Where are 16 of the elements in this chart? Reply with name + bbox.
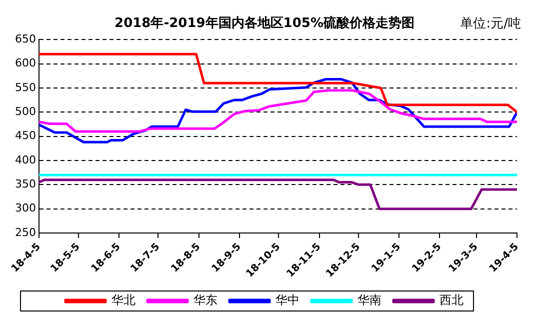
legend-label: 华中 (276, 293, 300, 308)
y-tick-label: 550 (14, 80, 36, 94)
y-tick-label: 650 (14, 32, 36, 46)
y-tick-label: 600 (14, 56, 36, 70)
legend-label: 华北 (112, 293, 136, 308)
y-tick-label: 350 (14, 178, 36, 191)
y-tick-label: 300 (14, 202, 36, 215)
y-tick-label: 500 (14, 105, 36, 118)
legend-label: 华南 (358, 293, 382, 308)
y-tick-label: 250 (14, 226, 36, 239)
y-tick-label: 450 (14, 129, 36, 142)
text: 单位:元/吨 (460, 16, 521, 32)
chart-title: 2018年-2019年国内各地区105%硫酸价格走势图 (114, 15, 414, 32)
legend-label: 华东 (194, 293, 218, 308)
y-tick-label: 400 (14, 153, 36, 166)
legend-label: 西北 (440, 293, 464, 308)
